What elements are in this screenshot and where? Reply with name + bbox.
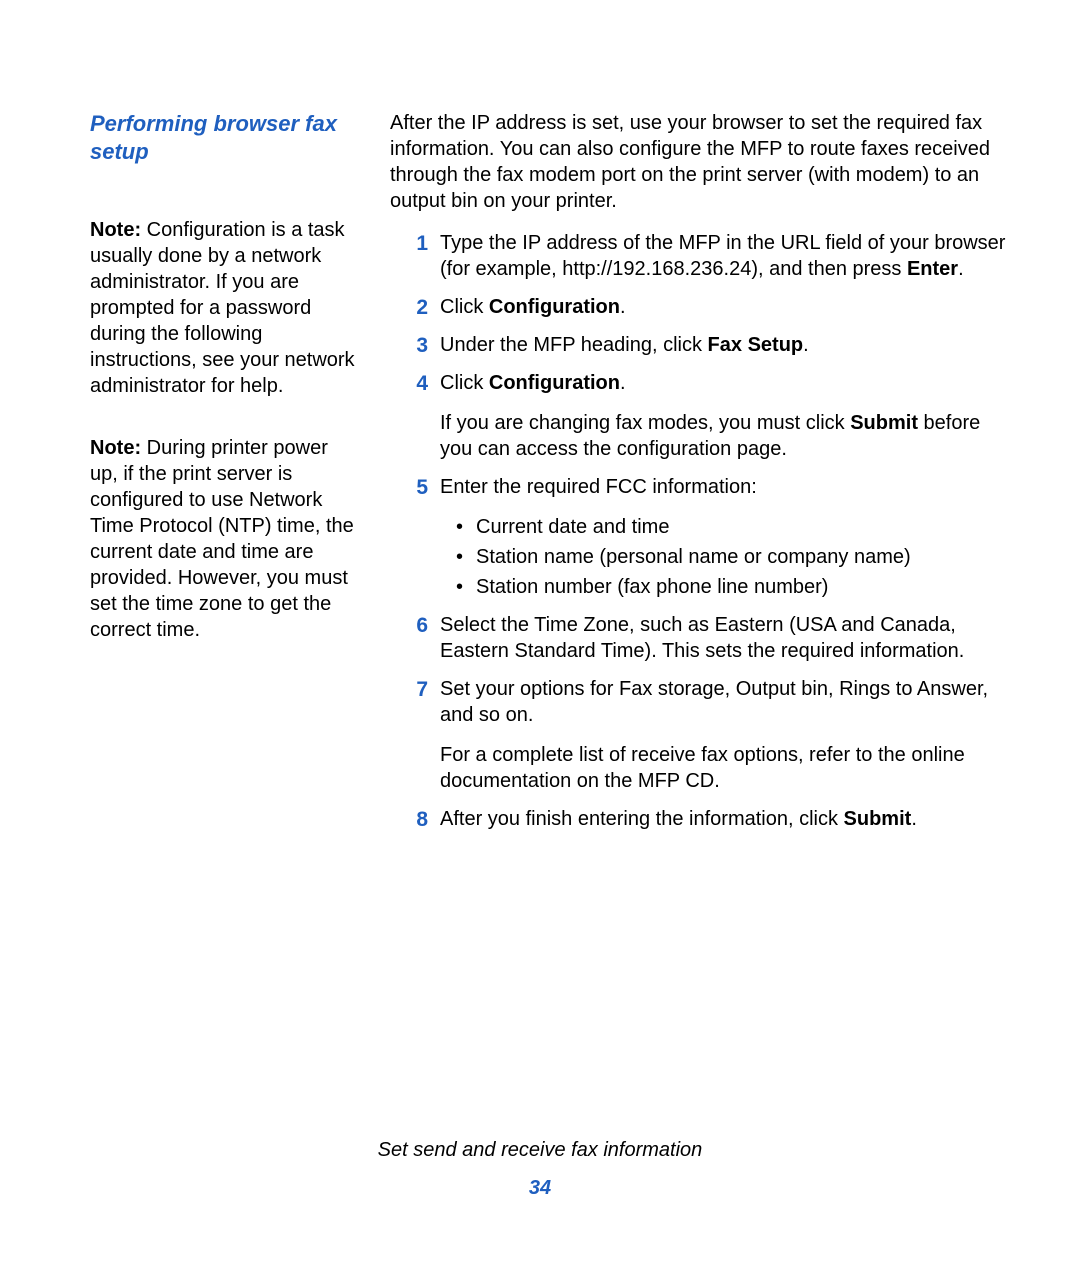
step-text: Click Configuration. [440, 296, 626, 318]
bold-text: Submit [844, 808, 912, 830]
note-block: Note: During printer power up, if the pr… [90, 435, 360, 643]
right-column: After the IP address is set, use your br… [390, 110, 1006, 844]
step-text: After you finish entering the informatio… [440, 808, 917, 830]
step-text: Enter the required FCC information: [440, 476, 757, 498]
note-label: Note: [90, 437, 141, 459]
step-item: Set your options for Fax storage, Output… [422, 676, 1006, 794]
bold-text: Submit [850, 412, 918, 434]
step-text: Type the IP address of the MFP in the UR… [440, 232, 1005, 280]
bold-text: Configuration [489, 296, 620, 318]
two-column-layout: Performing browser fax setup Note: Confi… [90, 110, 1006, 844]
page-number: 34 [0, 1177, 1080, 1200]
note-text: During printer power up, if the print se… [90, 437, 354, 641]
bold-text: Fax Setup [708, 334, 804, 356]
step-text: Select the Time Zone, such as Eastern (U… [440, 614, 964, 662]
step-subtext: If you are changing fax modes, you must … [440, 410, 1006, 462]
numbered-steps: Type the IP address of the MFP in the UR… [390, 230, 1006, 832]
step-item: Enter the required FCC information: Curre… [422, 474, 1006, 600]
page-footer: Set send and receive fax information [0, 1139, 1080, 1162]
step-subtext: For a complete list of receive fax optio… [440, 742, 1006, 794]
section-heading: Performing browser fax setup [90, 110, 360, 165]
step-text: Under the MFP heading, click Fax Setup. [440, 334, 809, 356]
step-text: Click Configuration. [440, 372, 626, 394]
step-bullets: Current date and time Station name (perso… [440, 514, 1006, 600]
step-item: After you finish entering the informatio… [422, 806, 1006, 832]
bullet-item: Current date and time [476, 514, 1006, 540]
step-item: Type the IP address of the MFP in the UR… [422, 230, 1006, 282]
step-item: Under the MFP heading, click Fax Setup. [422, 332, 1006, 358]
bullet-item: Station name (personal name or company n… [476, 544, 1006, 570]
step-item: Click Configuration. If you are changing … [422, 370, 1006, 462]
step-item: Select the Time Zone, such as Eastern (U… [422, 612, 1006, 664]
step-item: Click Configuration. [422, 294, 1006, 320]
step-text: Set your options for Fax storage, Output… [440, 678, 988, 726]
note-block: Note: Configuration is a task usually do… [90, 217, 360, 399]
left-column: Performing browser fax setup Note: Confi… [90, 110, 360, 844]
bullet-item: Station number (fax phone line number) [476, 574, 1006, 600]
note-text: Configuration is a task usually done by … [90, 219, 355, 397]
bold-text: Enter [907, 258, 958, 280]
note-label: Note: [90, 219, 141, 241]
bold-text: Configuration [489, 372, 620, 394]
document-page: Performing browser fax setup Note: Confi… [0, 0, 1080, 1282]
intro-paragraph: After the IP address is set, use your br… [390, 110, 1006, 214]
